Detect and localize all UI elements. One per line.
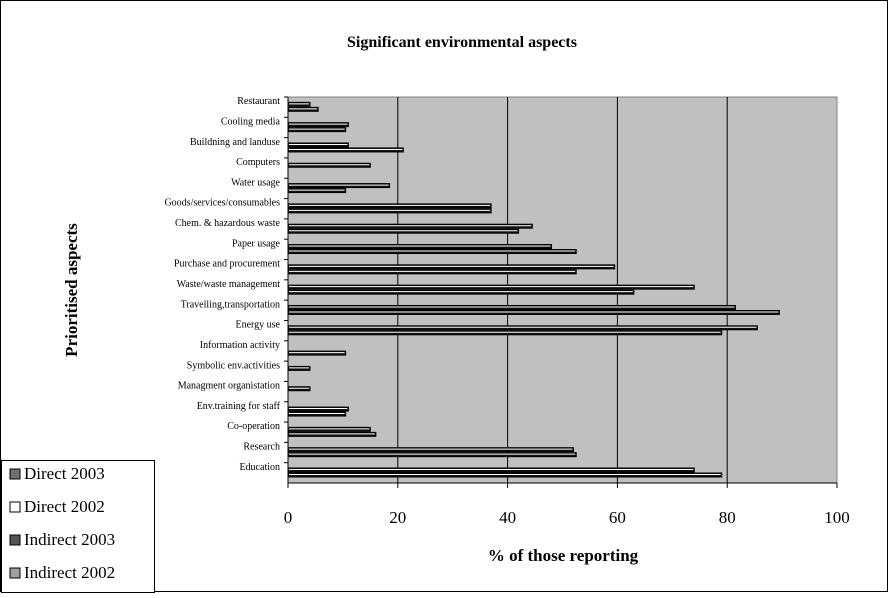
legend-swatch [9, 468, 21, 480]
legend-swatch [9, 501, 21, 513]
y-tick-labels: Restaurant Cooling media Buildning and lan… [164, 96, 288, 473]
x-tick-label: 40 [499, 508, 516, 527]
legend-label: Indirect 2003 [24, 530, 115, 549]
y-tick-label: Water usage [231, 177, 280, 188]
legend-swatch [9, 567, 21, 579]
y-tick-label: Purchase and procurement [174, 259, 280, 270]
legend: Direct 2003 Direct 2002 Indirect 2003 Indir… [1, 460, 155, 593]
legend-swatch [9, 534, 21, 546]
y-tick-label: Paper usage [232, 238, 281, 249]
y-tick-label: Co-operation [227, 421, 280, 432]
legend-label: Direct 2003 [24, 464, 105, 483]
x-tick-labels: 0 20 40 60 80 100 [284, 483, 850, 527]
y-tick-label: Cooling media [221, 116, 281, 127]
y-tick-label: Travelling,transportation [181, 299, 280, 310]
y-tick-label: Symbolic env.activities [187, 360, 280, 371]
x-tick-label: 20 [389, 508, 406, 527]
y-tick-label: Chem. & hazardous waste [175, 218, 281, 229]
x-tick-label: 0 [284, 508, 293, 527]
y-tick-label: Computers [236, 157, 280, 168]
legend-box [1, 460, 155, 593]
legend-label: Direct 2002 [24, 497, 105, 516]
y-tick-label: Managment organistation [178, 381, 280, 392]
y-tick-label: Waste/waste management [177, 279, 281, 290]
bars [287, 101, 780, 478]
y-tick-label: Buildning and landuse [190, 137, 281, 148]
y-tick-label: Research [243, 442, 280, 453]
x-tick-label: 100 [824, 508, 850, 527]
y-tick-label: Env.training for staff [197, 401, 281, 412]
y-tick-label: Energy use [235, 320, 280, 331]
x-tick-label: 60 [609, 508, 626, 527]
chart-title: Significant environmental aspects [347, 34, 577, 51]
x-tick-label: 80 [719, 508, 736, 527]
y-tick-label: Information activity [200, 340, 280, 351]
y-tick-label: Education [239, 462, 280, 473]
legend-label: Indirect 2002 [24, 563, 115, 582]
x-axis-label: % of those reporting [488, 546, 639, 565]
y-axis-label: Prioritised aspects [62, 223, 81, 357]
y-tick-label: Restaurant [237, 96, 280, 107]
y-tick-label: Goods/services/consumables [164, 198, 280, 209]
